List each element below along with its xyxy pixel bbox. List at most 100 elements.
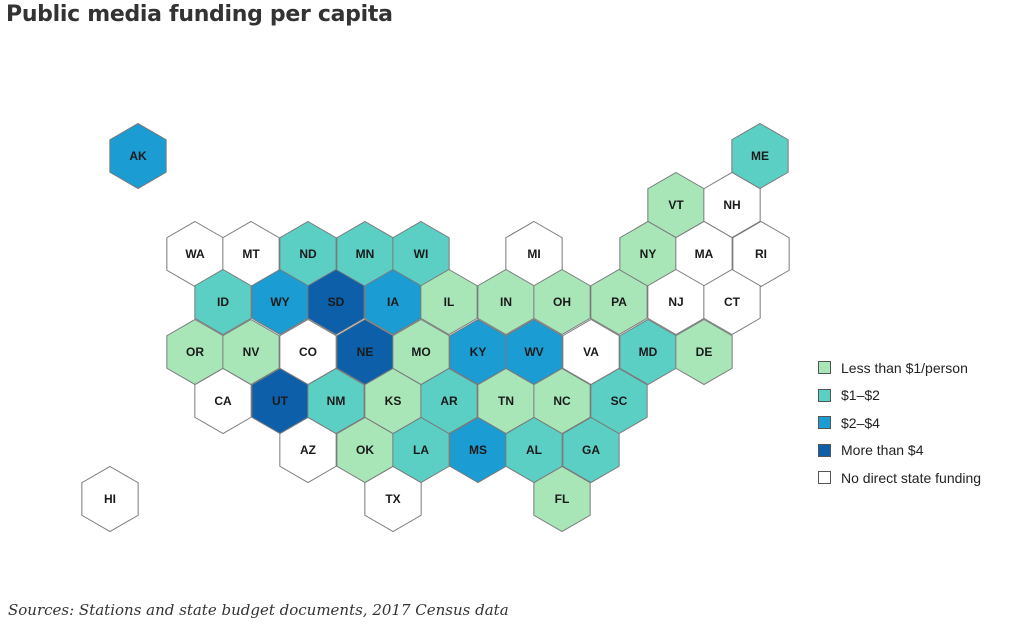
state-label: FL xyxy=(555,492,570,506)
state-label: MS xyxy=(469,443,487,457)
state-hex-sd[interactable]: SD xyxy=(307,268,365,336)
state-hex-ar[interactable]: AR xyxy=(420,367,478,435)
state-hex-la[interactable]: LA xyxy=(392,416,450,484)
state-label: NY xyxy=(640,247,657,261)
state-label: PA xyxy=(611,295,627,309)
state-label: WA xyxy=(185,247,205,261)
state-hex-ga[interactable]: GA xyxy=(562,416,620,484)
state-hex-id[interactable]: ID xyxy=(194,268,252,336)
state-hex-nc[interactable]: NC xyxy=(533,367,591,435)
legend-label-gt4: More than $4 xyxy=(841,442,924,459)
state-hex-shape xyxy=(194,268,252,336)
state-hex-co[interactable]: CO xyxy=(279,318,337,386)
state-hex-in[interactable]: IN xyxy=(477,268,535,336)
state-label: MT xyxy=(242,247,260,261)
state-hex-tx[interactable]: TX xyxy=(364,465,422,533)
state-hex-mi[interactable]: MI xyxy=(505,220,563,288)
state-label: NV xyxy=(243,345,260,359)
legend-item-gt4: More than $4 xyxy=(818,437,981,465)
state-label: CO xyxy=(299,345,317,359)
state-hex-ca[interactable]: CA xyxy=(194,367,252,435)
state-label: TN xyxy=(498,394,514,408)
state-label: SC xyxy=(611,394,628,408)
state-hex-shape xyxy=(81,465,139,533)
state-label: LA xyxy=(413,443,429,457)
state-hex-oh[interactable]: OH xyxy=(533,268,591,336)
state-hex-tn[interactable]: TN xyxy=(477,367,535,435)
legend-swatch-1to2 xyxy=(818,388,831,402)
state-hex-vt[interactable]: VT xyxy=(647,171,705,239)
legend-item-1to2: $1–$2 xyxy=(818,382,981,410)
state-label: UT xyxy=(272,394,289,408)
state-hex-or[interactable]: OR xyxy=(166,318,224,386)
legend-swatch-lt1 xyxy=(818,361,831,375)
state-hex-de[interactable]: DE xyxy=(675,318,733,386)
state-label: GA xyxy=(582,443,600,457)
state-hex-wy[interactable]: WY xyxy=(251,268,309,336)
state-label: DE xyxy=(696,345,713,359)
state-hex-shape xyxy=(533,465,591,533)
state-label: MO xyxy=(411,345,430,359)
state-label: NJ xyxy=(668,295,683,309)
state-hex-az[interactable]: AZ xyxy=(279,416,337,484)
state-hex-shape xyxy=(590,268,648,336)
legend-swatch-gt4 xyxy=(818,443,831,457)
state-hex-il[interactable]: IL xyxy=(420,268,478,336)
state-hex-wi[interactable]: WI xyxy=(392,220,450,288)
state-hex-shape xyxy=(420,268,478,336)
state-label: RI xyxy=(755,247,767,261)
state-hex-hi[interactable]: HI xyxy=(81,465,139,533)
state-hex-shape xyxy=(562,416,620,484)
state-label: NH xyxy=(723,198,740,212)
state-label: VA xyxy=(583,345,599,359)
state-label: SD xyxy=(328,295,345,309)
state-hex-shape xyxy=(109,122,167,190)
state-label: ND xyxy=(299,247,317,261)
state-label: TX xyxy=(385,492,400,506)
state-label: ME xyxy=(751,149,769,163)
state-label: HI xyxy=(104,492,116,506)
state-hex-shape xyxy=(675,318,733,386)
state-label: WV xyxy=(524,345,543,359)
legend-swatch-2to4 xyxy=(818,416,831,430)
state-label: NM xyxy=(327,394,346,408)
state-hex-shape xyxy=(364,465,422,533)
state-label: KY xyxy=(470,345,487,359)
state-label: IL xyxy=(444,295,455,309)
state-hex-wv[interactable]: WV xyxy=(505,318,563,386)
legend-label-1to2: $1–$2 xyxy=(841,387,880,404)
hex-map: AK ME VT NH WA MT ND MN WI MI NY MA RI ID WY SD IA IL IN OH… xyxy=(81,122,790,533)
state-hex-ak[interactable]: AK xyxy=(109,122,167,190)
state-hex-wa[interactable]: WA xyxy=(166,220,224,288)
state-label: WI xyxy=(414,247,429,261)
state-hex-ma[interactable]: MA xyxy=(675,220,733,288)
state-hex-shape xyxy=(194,367,252,435)
legend-item-2to4: $2–$4 xyxy=(818,409,981,437)
state-label: AR xyxy=(440,394,458,408)
state-hex-mt[interactable]: MT xyxy=(222,220,280,288)
state-label: MA xyxy=(695,247,714,261)
state-label: ID xyxy=(217,295,229,309)
state-hex-shape xyxy=(703,268,761,336)
legend: Less than $1/person $1–$2 $2–$4 More tha… xyxy=(818,354,981,492)
state-label: NE xyxy=(357,345,374,359)
state-label: AK xyxy=(129,149,147,163)
state-hex-fl[interactable]: FL xyxy=(533,465,591,533)
state-hex-md[interactable]: MD xyxy=(619,318,677,386)
page-title: Public media funding per capita xyxy=(6,2,393,27)
state-label: OR xyxy=(186,345,204,359)
legend-swatch-none xyxy=(818,471,831,485)
state-hex-pa[interactable]: PA xyxy=(590,268,648,336)
state-label: OK xyxy=(356,443,374,457)
state-hex-ri[interactable]: RI xyxy=(732,220,790,288)
source-note: Sources: Stations and state budget docum… xyxy=(8,601,509,619)
state-label: CA xyxy=(214,394,232,408)
state-label: CT xyxy=(724,295,741,309)
state-label: KS xyxy=(385,394,402,408)
state-hex-va[interactable]: VA xyxy=(562,318,620,386)
legend-item-lt1: Less than $1/person xyxy=(818,354,981,382)
state-hex-shape xyxy=(732,220,790,288)
state-hex-ct[interactable]: CT xyxy=(703,268,761,336)
state-label: NC xyxy=(553,394,571,408)
state-hex-me[interactable]: ME xyxy=(731,122,789,190)
